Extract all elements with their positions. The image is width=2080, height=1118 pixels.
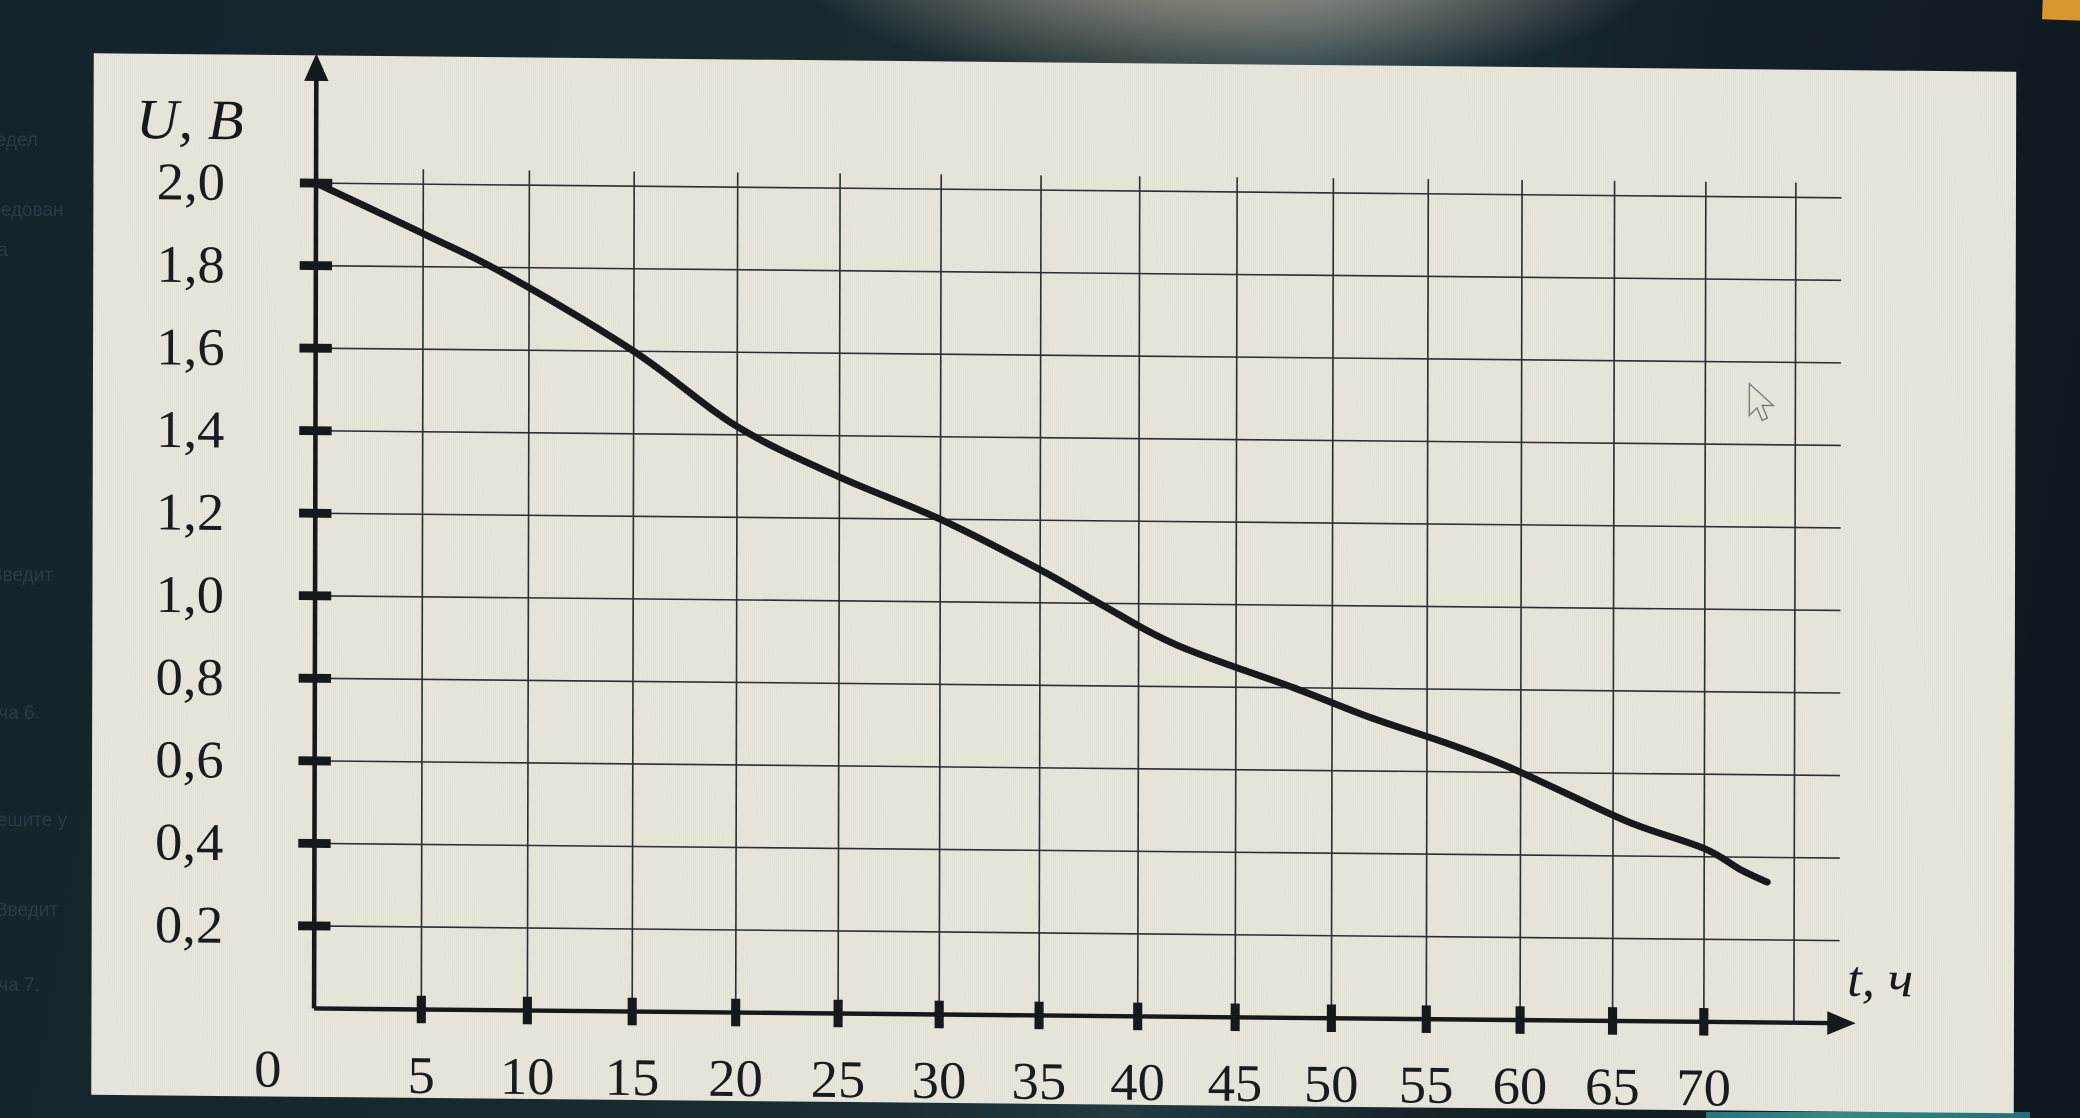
svg-text:45: 45 — [1208, 1053, 1263, 1113]
svg-text:55: 55 — [1399, 1055, 1454, 1113]
svg-text:0: 0 — [254, 1039, 281, 1098]
svg-text:U, B: U, B — [136, 87, 244, 152]
svg-text:1,8: 1,8 — [156, 235, 224, 295]
svg-text:20: 20 — [708, 1048, 763, 1108]
svg-text:50: 50 — [1304, 1054, 1359, 1113]
svg-text:0,6: 0,6 — [155, 730, 223, 790]
svg-text:0,2: 0,2 — [155, 895, 223, 955]
svg-text:30: 30 — [912, 1050, 967, 1110]
svg-text:35: 35 — [1012, 1051, 1067, 1111]
svg-text:15: 15 — [605, 1047, 660, 1107]
svg-text:10: 10 — [500, 1046, 555, 1106]
svg-text:65: 65 — [1585, 1057, 1640, 1113]
svg-text:5: 5 — [407, 1046, 434, 1105]
svg-text:1,0: 1,0 — [156, 565, 224, 625]
svg-text:2,0: 2,0 — [157, 152, 225, 212]
svg-text:t, ч: t, ч — [1847, 951, 1913, 1008]
svg-text:40: 40 — [1110, 1052, 1165, 1112]
svg-text:70: 70 — [1676, 1058, 1731, 1113]
svg-text:60: 60 — [1493, 1056, 1548, 1113]
svg-text:0,4: 0,4 — [155, 812, 224, 872]
svg-text:1,2: 1,2 — [156, 482, 224, 542]
svg-text:1,6: 1,6 — [156, 317, 224, 377]
svg-text:1,4: 1,4 — [156, 400, 225, 460]
svg-text:25: 25 — [811, 1049, 866, 1109]
svg-text:0,8: 0,8 — [155, 647, 223, 707]
